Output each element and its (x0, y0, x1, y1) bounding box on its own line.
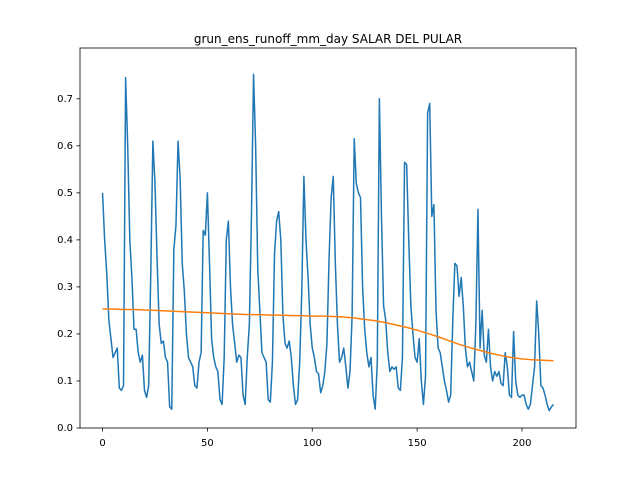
x-tick-label: 50 (201, 438, 214, 449)
x-tick-label: 0 (99, 438, 105, 449)
y-tick-label: 0.0 (57, 423, 73, 434)
y-tick-label: 0.6 (57, 141, 73, 152)
y-tick-label: 0.3 (57, 282, 73, 293)
y-tick-label: 0.4 (57, 235, 73, 246)
chart-title: grun_ens_runoff_mm_day SALAR DEL PULAR (194, 32, 462, 46)
data-line (102, 308, 554, 362)
x-tick-label: 100 (303, 438, 322, 449)
y-tick-label: 0.7 (57, 94, 73, 105)
x-tick-label: 200 (512, 438, 531, 449)
plot-frame (79, 47, 577, 429)
data-line (101, 73, 555, 412)
x-tick-label: 150 (408, 438, 427, 449)
y-tick-label: 0.5 (57, 188, 73, 199)
y-tick-label: 0.1 (57, 376, 73, 387)
y-tick-label: 0.2 (57, 329, 73, 340)
